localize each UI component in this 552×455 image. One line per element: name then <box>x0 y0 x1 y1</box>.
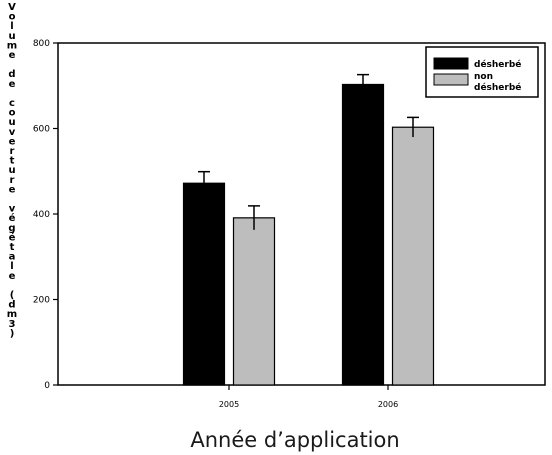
y-axis-title-char: v <box>9 127 16 138</box>
y-axis-title-char: m <box>7 40 17 51</box>
y-axis-title-char: 3 <box>9 319 16 330</box>
x-tick-label-2005: 2005 <box>219 400 239 409</box>
y-axis-title-char: u <box>8 31 15 42</box>
y-axis-title-char: V <box>8 2 16 13</box>
y-axis-title-char: é <box>9 212 16 224</box>
y-axis-title-char: a <box>9 252 16 263</box>
bar-desherbe-2006 <box>341 83 385 386</box>
legend-box <box>425 46 539 98</box>
y-tick-label: 800 <box>33 39 50 49</box>
legend: désherbé non désherbé <box>425 46 539 98</box>
y-axis-title-char: r <box>10 146 15 157</box>
bar-desherbe-2005 <box>182 182 226 386</box>
error-bars <box>198 73 419 230</box>
y-axis-title-char: ) <box>10 328 15 339</box>
y-axis-title-char: r <box>10 175 15 186</box>
y-axis-title-char: e <box>9 50 16 61</box>
y-tick-label: 400 <box>33 210 50 220</box>
y-axis-title-char: t <box>10 156 15 167</box>
y-axis-title-char: l <box>10 21 13 32</box>
bar-non-desherbe-2006 <box>391 126 435 386</box>
legend-label-non-desherbe: non désherbé <box>474 72 521 93</box>
legend-label-non-desherbe-line2: désherbé <box>474 82 521 93</box>
legend-label-desherbe: désherbé <box>474 59 521 70</box>
y-axis-ticks: 0 200 400 600 800 <box>33 39 58 391</box>
y-axis-title-char: ( <box>10 290 15 301</box>
x-tick-label-2006: 2006 <box>378 400 398 409</box>
y-axis-title-char: v <box>9 204 16 215</box>
y-axis-title-char: d <box>8 300 15 311</box>
y-axis-title-char: e <box>9 79 16 90</box>
y-axis-title-char: m <box>7 309 17 320</box>
legend-label-non-desherbe-line1: non <box>474 72 493 82</box>
y-axis-title-char: g <box>8 223 15 234</box>
y-axis-title-char: t <box>10 242 15 253</box>
y-axis-title-char: e <box>9 271 16 282</box>
legend-swatch-non-desherbe <box>433 73 469 86</box>
y-tick-label: 200 <box>33 296 50 306</box>
y-axis-title-char: e <box>9 184 16 195</box>
y-axis-title-char: c <box>9 98 15 109</box>
y-axis-title-char: o <box>9 12 16 23</box>
bars <box>182 83 435 386</box>
x-axis-title: Année d’application <box>190 428 399 452</box>
y-tick-label: 600 <box>33 125 50 135</box>
bar-non-desherbe-2005 <box>232 217 276 386</box>
y-axis-title-char: d <box>8 69 15 80</box>
y-tick-label: 0 <box>44 381 50 391</box>
y-axis-title-char: u <box>8 117 15 128</box>
y-axis-title-char: u <box>8 165 15 176</box>
y-axis-title-char: o <box>9 108 16 119</box>
y-axis-title-char: é <box>9 231 16 243</box>
legend-swatch-desherbe <box>433 57 469 70</box>
y-axis-title-char: l <box>10 261 13 272</box>
y-axis-title-char: e <box>9 136 16 147</box>
x-axis-ticks: 2005 2006 <box>219 385 398 409</box>
